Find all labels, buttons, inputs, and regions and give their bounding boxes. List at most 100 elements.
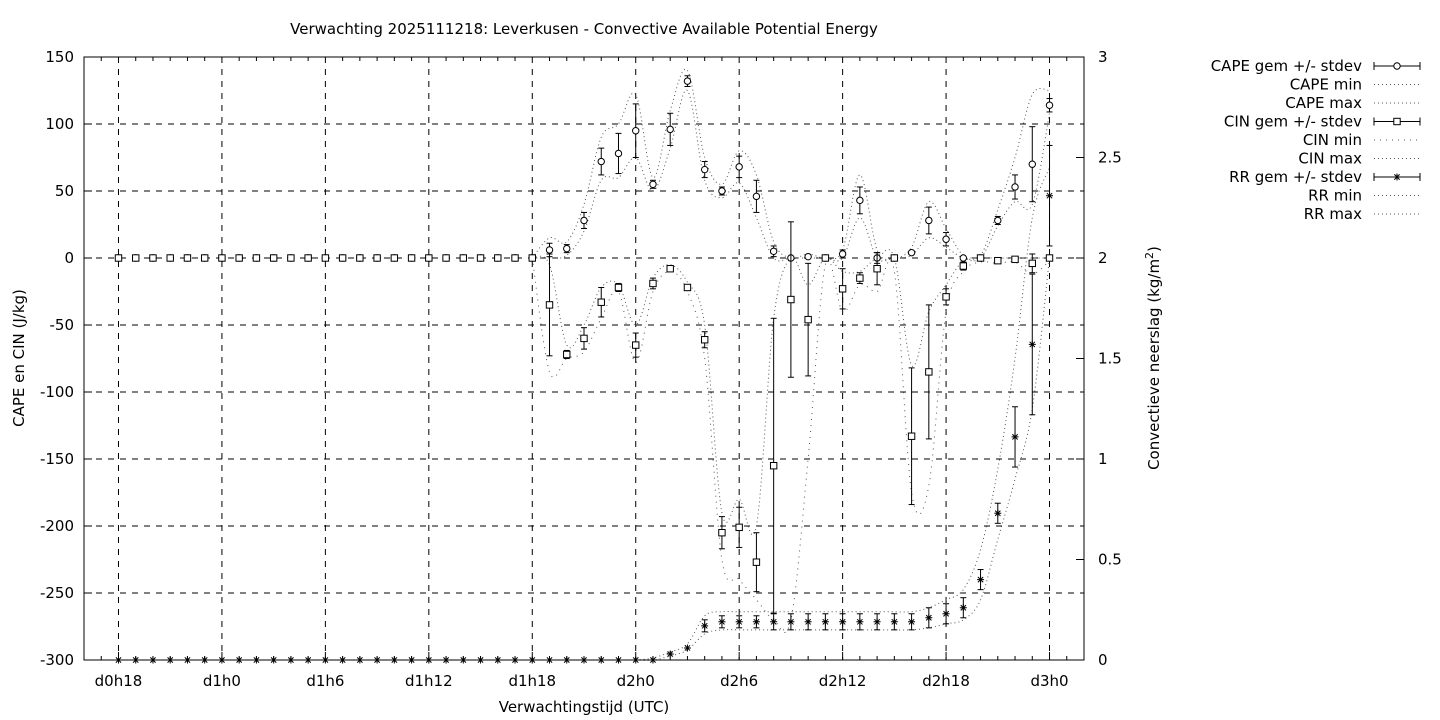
cape-gem-stdev-point [752, 192, 761, 201]
legend-label: CAPE gem +/- stdev [1211, 57, 1362, 75]
cin-gem-stdev-point [700, 336, 709, 344]
cin-gem-stdev-point [218, 254, 226, 262]
cape-gem-stdev-point [856, 196, 864, 205]
rr-gem-stdev-point [666, 650, 674, 658]
y2-tick-label: 1.5 [1098, 350, 1122, 368]
rr-min-line [635, 257, 1050, 661]
y-tick-label: 150 [45, 48, 74, 66]
cape-gem-stdev-point [735, 163, 743, 171]
rr-gem-stdev-point [959, 604, 967, 612]
cape-gem-stdev-point [907, 248, 916, 257]
rr-gem-stdev-point [770, 618, 778, 626]
y-tick-label: -200 [40, 517, 74, 535]
legend-label: CAPE min [1290, 76, 1362, 94]
cape-gem-stdev-point [563, 244, 571, 253]
chart-title: Verwachting 2025111218: Leverkusen - Con… [290, 20, 878, 38]
rr-gem-stdev-point [1046, 192, 1054, 200]
cin-gem-stdev-point [476, 254, 485, 262]
cin-gem-stdev-point [114, 254, 123, 262]
cape-gem-stdev-point [545, 246, 554, 254]
cin-gem-stdev-point [856, 274, 864, 282]
cape-gem-stdev-point [1028, 160, 1036, 168]
cape-gem-stdev-point [597, 157, 605, 166]
cin-gem-stdev-point [183, 254, 192, 262]
cape-gem-stdev-point [700, 165, 709, 174]
cin-gem-stdev-point [269, 254, 278, 262]
y2-axis-ticks: 3 2.5 2 1.5 1 0.5 0 [1076, 48, 1122, 669]
y-axis-ticks: 150 100 50 0 -50 -100 -150 -200 -250 -300 [40, 48, 92, 669]
cin-gem-stdev-point [959, 262, 968, 270]
plot-frame [83, 56, 1085, 661]
x-tick-label: d2h0 [617, 672, 655, 690]
cin-gem-stdev-point [442, 254, 450, 262]
rr-gem-stdev-point [977, 576, 985, 584]
cin-gem-stdev-point [925, 368, 933, 376]
cin-gem-stdev-point [304, 254, 312, 262]
cape-gem-stdev-point [925, 216, 933, 225]
cin-gem-stdev-point [752, 558, 761, 566]
y2-axis-label: Convectieve neerslag (kg/m2) [1143, 246, 1163, 470]
cin-gem-stdev-point [390, 254, 399, 262]
rr-gem-stdev-point [890, 618, 898, 626]
cin-gem-stdev-point [580, 334, 588, 343]
cin-gem-stdev-point [907, 432, 916, 440]
cin-gem-stdev-point [769, 462, 778, 470]
cape-gem-stdev-point [959, 254, 968, 262]
cin-gem-stdev-point [132, 254, 140, 262]
x-axis-ticks: d0h18 d1h0 d1h6 d1h12 d1h18 d2h0 d2h6 d2h12 d2h1… [83, 57, 1085, 690]
cin-gem-stdev-point [994, 256, 1002, 265]
cin-gem-stdev-point [821, 254, 830, 262]
cape-gem-stdev-point [1011, 183, 1019, 191]
legend-point [1393, 62, 1401, 70]
y2-tick-label: 3 [1098, 48, 1108, 66]
cape-gem-stdev-point [769, 247, 778, 256]
x-tick-label: d2h6 [720, 672, 758, 690]
legend-label: RR gem +/- stdev [1229, 168, 1362, 186]
rr-gem-stdev-point [752, 618, 760, 626]
rr-gem-stdev-point [735, 618, 743, 626]
cape-gem-stdev-point [580, 216, 588, 225]
rr-gem-stdev-point [839, 618, 847, 626]
x-tick-label: d1h12 [405, 672, 453, 690]
cin-min-line [531, 257, 1050, 633]
cape-gem-stdev-point [1045, 101, 1054, 109]
cin-gem-stdev-point [166, 254, 174, 262]
rr-gem-stdev-point [821, 618, 829, 626]
y2-axis-label-end: ) [1145, 246, 1163, 252]
cin-gem-stdev-point [735, 523, 743, 532]
rr-gem-stdev-point [787, 618, 795, 626]
cin-gem-stdev-point [718, 529, 726, 537]
cin-gem-stdev-point [338, 254, 347, 262]
cin-gem-stdev-point [149, 254, 157, 262]
y-tick-label: 0 [64, 249, 74, 267]
cin-gem-stdev-point [545, 301, 554, 309]
y2-tick-label: 0 [1098, 651, 1108, 669]
legend-label: RR max [1304, 205, 1362, 223]
cin-gem-stdev-point [614, 283, 623, 292]
legend-label: CIN gem +/- stdev [1224, 113, 1362, 131]
rr-gem-stdev-point [942, 610, 950, 618]
rr-gem-stdev-point [701, 622, 709, 630]
y2-axis-label-main: Convectieve neerslag (kg/m [1145, 259, 1163, 470]
rr-gem-stdev-point [908, 618, 916, 626]
cin-gem-stdev-point [407, 254, 416, 262]
y-tick-label: -100 [40, 383, 74, 401]
y-tick-label: -50 [50, 316, 75, 334]
series-markers [114, 75, 1054, 664]
cin-gem-stdev-point [252, 254, 261, 262]
y-tick-label: -250 [40, 584, 74, 602]
cape-gem-stdev-point [683, 77, 692, 85]
cin-gem-stdev-point [942, 293, 950, 301]
legend-label: CIN max [1298, 150, 1362, 168]
cin-gem-stdev-point [787, 295, 795, 304]
cin-gem-stdev-point [287, 254, 295, 262]
y2-tick-label: 2 [1098, 249, 1108, 267]
cape-gem-stdev-point [649, 180, 657, 189]
cin-gem-stdev-point [838, 285, 847, 293]
cape-gem-stdev-point [942, 235, 950, 243]
x-tick-label: d1h6 [306, 672, 344, 690]
cape-gem-stdev-point [804, 252, 812, 261]
cape-gem-stdev-point [994, 216, 1002, 225]
cin-gem-stdev-point [632, 341, 640, 349]
